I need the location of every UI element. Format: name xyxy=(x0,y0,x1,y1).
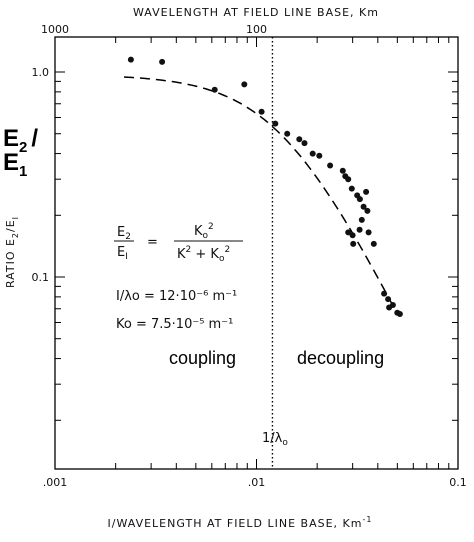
eq-lhs-denominator: EI xyxy=(117,245,128,262)
data-point xyxy=(345,176,352,183)
data-point xyxy=(356,226,363,233)
data-point xyxy=(309,150,316,157)
eq-lhs-numerator: E2 xyxy=(117,225,131,242)
x-axis-label: I/WAVELENGTH AT FIELD LINE BASE, Km-1 xyxy=(108,515,373,530)
data-point xyxy=(159,58,166,65)
data-point xyxy=(211,86,218,93)
e1-label: E1 xyxy=(3,149,27,180)
y-axis-label: RATIO E2/EI xyxy=(4,216,20,288)
top-axis-label: WAVELENGTH AT FIELD LINE BASE, Km xyxy=(133,6,379,19)
data-point xyxy=(349,232,356,239)
data-point xyxy=(360,203,367,210)
data-point xyxy=(258,108,265,115)
data-point xyxy=(301,140,308,147)
data-point xyxy=(327,162,334,169)
y-tick-label: 0.1 xyxy=(32,271,50,284)
fit-curve xyxy=(123,76,398,315)
vline-label: 1/λo xyxy=(262,431,288,448)
x-tick-label: .001 xyxy=(43,476,68,489)
y-tick-label: 1.0 xyxy=(32,66,50,79)
coupling-label: coupling xyxy=(169,348,236,368)
top-tick-label: 100 xyxy=(246,23,267,36)
data-point xyxy=(272,120,279,127)
data-point xyxy=(365,229,372,236)
eq-k0-line: Ko = 7.5·10⁻⁵ m⁻¹ xyxy=(116,317,233,332)
e2-label: E2/ xyxy=(3,125,38,156)
data-point xyxy=(316,152,323,159)
data-point xyxy=(348,185,355,192)
equation-block: E2 EI = Ko2 K2 + Ko2 I/λo = 12·10⁻⁶ m⁻¹ … xyxy=(114,222,243,332)
data-point xyxy=(241,81,248,88)
data-point xyxy=(284,130,291,137)
eq-lambda-line: I/λo = 12·10⁻⁶ m⁻¹ xyxy=(116,289,237,304)
x-tick-label: 0.1 xyxy=(449,476,467,489)
data-point xyxy=(363,188,370,195)
data-point xyxy=(345,229,352,236)
data-point xyxy=(381,290,388,297)
data-point xyxy=(339,167,346,174)
top-tick-label: 1000 xyxy=(41,23,69,36)
data-point xyxy=(296,136,303,143)
data-point xyxy=(356,196,363,203)
data-point xyxy=(389,302,396,308)
eq-rhs-denominator: K2 + Ko2 xyxy=(177,245,230,264)
data-point xyxy=(364,207,371,214)
data-point xyxy=(350,240,357,247)
data-point xyxy=(396,311,403,317)
x-tick-label: .01 xyxy=(248,476,266,489)
data-point xyxy=(358,216,365,223)
decoupling-label: decoupling xyxy=(297,348,384,368)
data-point xyxy=(127,56,134,63)
eq-rhs-numerator: Ko2 xyxy=(194,222,214,241)
eq-equals: = xyxy=(147,235,158,250)
data-point xyxy=(370,240,377,247)
data-point xyxy=(385,296,392,303)
plot-frame xyxy=(54,36,459,470)
